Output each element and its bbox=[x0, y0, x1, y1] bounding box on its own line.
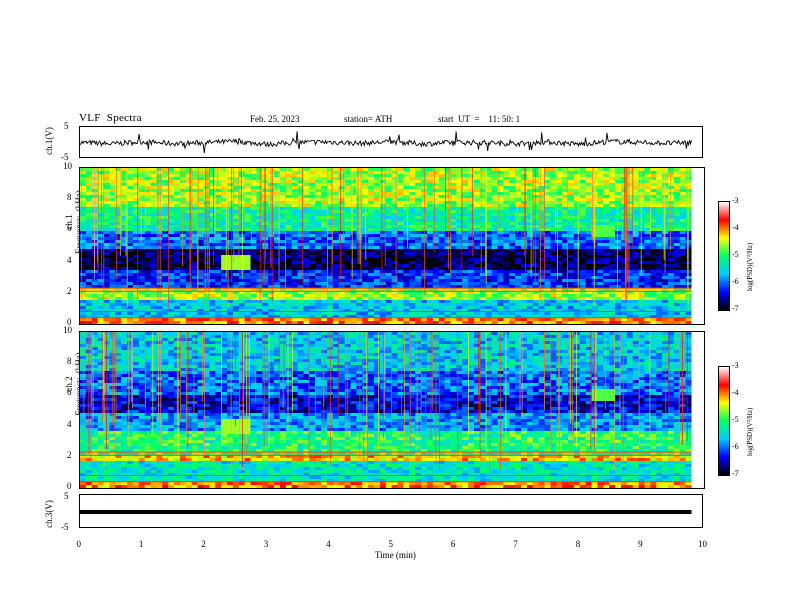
ch1-ytick-bottom: -5 bbox=[61, 152, 69, 162]
ch1-spectrogram-panel bbox=[79, 167, 705, 325]
ch2-spectrogram-colorbar-tick: -5 bbox=[732, 415, 739, 424]
x-tick-label: 9 bbox=[638, 539, 643, 549]
ch1-ytick-top: 5 bbox=[64, 121, 69, 131]
ch1-spectrogram-ytick: 4 bbox=[67, 254, 72, 265]
ch1-spectrogram-ytick: 10 bbox=[63, 161, 72, 171]
x-tick-label: 0 bbox=[76, 539, 82, 549]
ch1-spectrogram-colorbar-label: log(PSD)(V²/Hz) bbox=[746, 242, 754, 291]
ch3-ytick-bottom: -5 bbox=[61, 522, 69, 532]
ch1-spectrogram-ytick: 0 bbox=[67, 317, 72, 327]
x-tick-label: 8 bbox=[575, 539, 581, 549]
ch2-spectrogram bbox=[80, 332, 704, 488]
ch2-spectrogram-cells bbox=[80, 332, 693, 488]
ch1-voltage-ylabel: ch.1(V) bbox=[44, 127, 54, 155]
station-label: station= ATH bbox=[344, 114, 393, 124]
ch2-spectrogram-colorbar-tick: -7 bbox=[732, 469, 739, 478]
ch1-spectrogram-colorbar-scale bbox=[718, 201, 730, 311]
ch1-voltage-panel bbox=[79, 126, 703, 158]
x-tick-label: 5 bbox=[388, 539, 394, 549]
x-tick-label: 1 bbox=[138, 539, 144, 549]
ch1-spectrogram-ytick: 6 bbox=[67, 223, 72, 234]
ch1-spectrogram-colorbar-tick: -5 bbox=[732, 250, 739, 259]
ch1-spectrogram-colorbar-tick: -3 bbox=[732, 196, 739, 205]
ch2-spectrogram-colorbar-tick: -6 bbox=[732, 442, 739, 451]
ch1-spectrogram-colorbar-tick: -4 bbox=[732, 223, 739, 232]
ch1-voltage-series-line bbox=[79, 131, 692, 154]
ch2-spectrogram-ytick: 2 bbox=[67, 449, 72, 460]
ch2-spectrogram-colorbar-scale bbox=[718, 366, 730, 476]
ch2-spectrogram-ytick: 8 bbox=[67, 356, 72, 367]
ch2-spectrogram-colorbar-tick: -4 bbox=[732, 388, 739, 397]
x-tick-label: 2 bbox=[201, 539, 206, 549]
date-label: Feb. 25, 2023 bbox=[250, 114, 300, 124]
ch1-spectrogram-ytick: 8 bbox=[67, 192, 72, 203]
x-axis-label: Time (min) bbox=[375, 550, 416, 560]
ch2-spectrogram-colorbar-tick: -3 bbox=[732, 361, 739, 370]
ch2-spectrogram-colorbar-label: log(PSD)(V²/Hz) bbox=[746, 407, 754, 456]
start-time-label: start UT = 11: 50: 1 bbox=[438, 114, 521, 124]
ch1-spectrogram-colorbar-tick: -6 bbox=[732, 277, 739, 286]
ch1-spectrogram-cells bbox=[80, 168, 693, 324]
ch2-spectrogram-ytick: 10 bbox=[63, 325, 72, 335]
ch1-spectrogram-colorbar-tick: -7 bbox=[732, 304, 739, 313]
ch1-voltage-plot bbox=[79, 131, 692, 154]
ch2-spectrogram-ytick: 0 bbox=[67, 481, 72, 491]
x-tick-label: 4 bbox=[326, 539, 331, 549]
ch2-spectrogram-ytick: 4 bbox=[67, 418, 72, 429]
ch3-voltage-panel bbox=[79, 494, 703, 528]
ch3-voltage-ylabel: ch.3(V) bbox=[44, 500, 54, 528]
x-tick-label: 10 bbox=[698, 539, 707, 549]
ch3-ytick-top: 5 bbox=[64, 491, 69, 501]
ch2-spectrogram-panel bbox=[79, 331, 705, 489]
x-tick-label: 7 bbox=[513, 539, 518, 549]
ch2-spectrogram-ytick: 6 bbox=[67, 387, 72, 398]
chart-title: VLF Spectra bbox=[79, 112, 142, 124]
x-tick-label: 6 bbox=[450, 539, 456, 549]
x-tick-label: 3 bbox=[263, 539, 269, 549]
ch1-spectrogram-ytick: 2 bbox=[67, 285, 72, 296]
ch3-voltage-plot bbox=[80, 510, 692, 514]
ch1-spectrogram bbox=[80, 168, 704, 324]
